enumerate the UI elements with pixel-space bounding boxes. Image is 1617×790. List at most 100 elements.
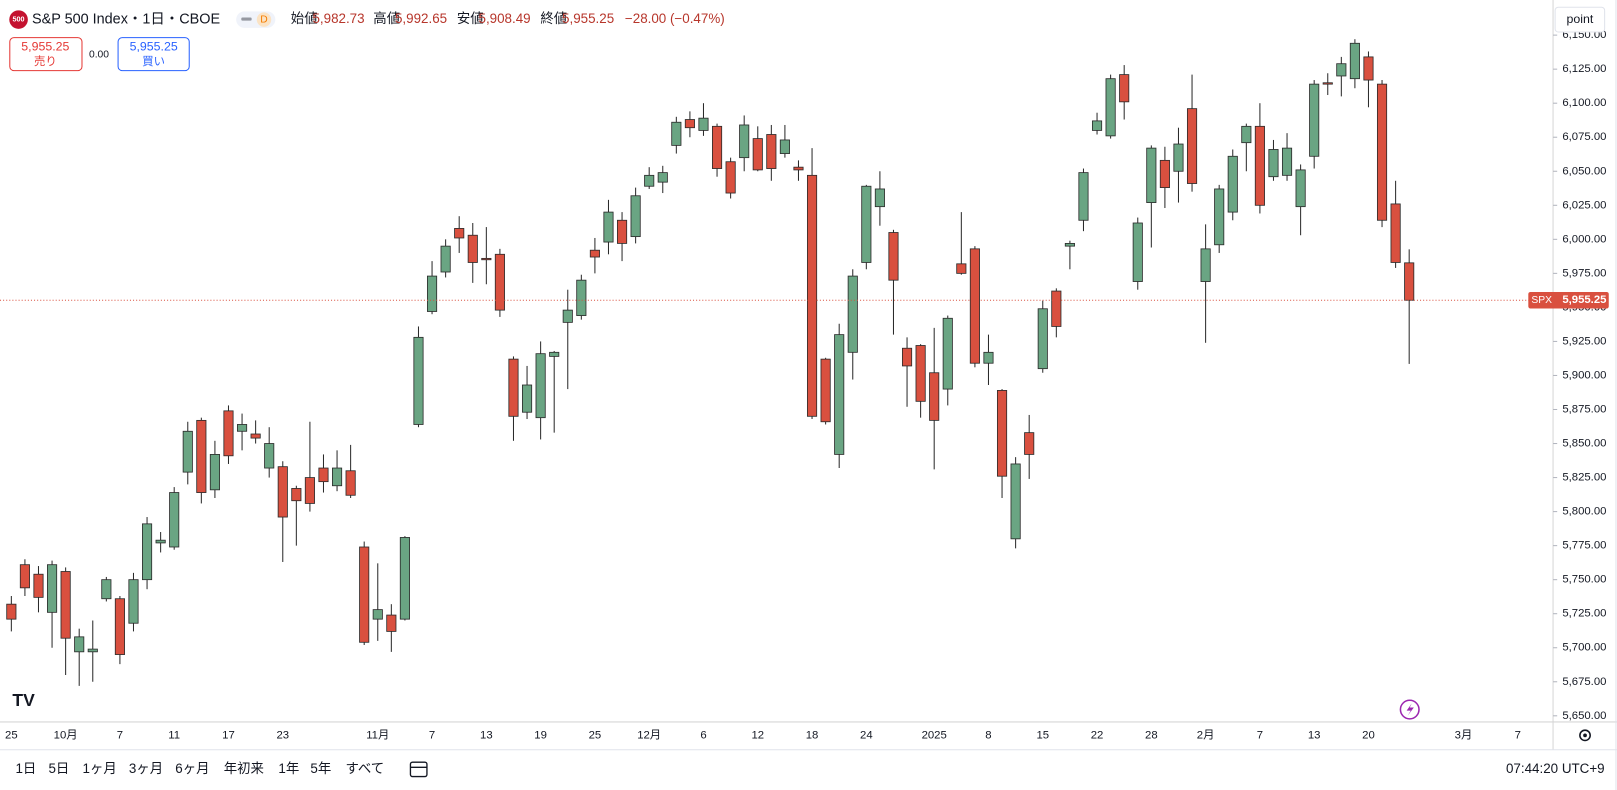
symbol-title: S&P 500 Index・1日・CBOE (32, 11, 220, 27)
candle-body (1227, 155, 1238, 213)
sell-price[interactable]: 5,955.25 (21, 40, 69, 54)
period-button[interactable]: 5年 (310, 761, 331, 776)
candle-body (847, 275, 858, 353)
period-button[interactable]: 1ヶ月 (83, 761, 117, 776)
candle-body (1376, 83, 1388, 221)
y-tick-label: 5,750.00 (1562, 574, 1606, 586)
candle-body (711, 125, 723, 169)
candle-body (1159, 159, 1170, 189)
y-tick-label: 5,650.00 (1562, 710, 1606, 722)
scale-mode[interactable]: point (1566, 12, 1593, 26)
candle-body (169, 492, 180, 548)
lightning-glyph (1406, 703, 1414, 716)
candle-body (752, 138, 763, 171)
x-tick-label: 11月 (366, 729, 389, 741)
candle-body (820, 358, 831, 423)
period-button[interactable]: すべて (345, 761, 384, 776)
clock: 07:44:20 UTC+9 (1506, 761, 1605, 776)
period-button[interactable]: 年初来 (224, 761, 264, 776)
candle-body (1051, 290, 1062, 327)
candle-body (1024, 432, 1035, 455)
sell-label[interactable]: 売り (34, 55, 57, 68)
scale-mode-button[interactable] (1554, 6, 1606, 33)
candle-body (630, 195, 641, 238)
candle-body (318, 467, 329, 483)
period-button[interactable]: 1日 (15, 761, 36, 776)
candle-body (888, 232, 899, 281)
candle-body (549, 351, 560, 357)
candle-body (725, 161, 736, 194)
x-tick-label: 28 (1145, 729, 1158, 741)
badge: D (260, 14, 267, 25)
ohlc-value: 5,992.65 (395, 11, 447, 26)
period-button[interactable]: 1年 (278, 761, 299, 776)
candle-body (1132, 222, 1143, 282)
y-tick-label: 6,125.00 (1562, 63, 1606, 75)
settings-icon[interactable] (1579, 729, 1591, 742)
y-tick-label: 6,100.00 (1562, 97, 1606, 109)
candle-body (806, 174, 818, 417)
candle-body (1404, 262, 1415, 301)
candle-body (155, 539, 166, 544)
spread: 0.00 (89, 49, 109, 60)
candle-body (19, 564, 30, 589)
ohlc-value: 5,908.49 (479, 11, 531, 26)
badge-dot (256, 12, 272, 27)
x-tick-label: 7 (1515, 729, 1521, 741)
buy-button[interactable] (117, 37, 190, 72)
lightning-icon[interactable] (1399, 699, 1420, 720)
x-tick-label: 13 (480, 729, 493, 741)
candle-body (372, 609, 383, 620)
candle-body (684, 119, 695, 129)
candle-body (481, 257, 492, 261)
candle-body (223, 410, 234, 457)
candle-body (1010, 463, 1021, 540)
candle-body (182, 430, 193, 473)
candle-body (345, 470, 356, 496)
sell-button[interactable] (9, 37, 83, 72)
ohlc-label: 高値 (373, 10, 400, 26)
candle-body (698, 117, 709, 131)
candle-body (6, 603, 17, 620)
candle-body (1064, 242, 1075, 247)
candle-body (1173, 143, 1184, 172)
candle-body (1254, 125, 1265, 206)
buy-price[interactable]: 5,955.25 (130, 40, 178, 54)
candle-body (861, 185, 872, 263)
y-tick-label: 5,825.00 (1562, 472, 1606, 484)
x-tick-label: 7 (117, 729, 123, 741)
candle-body (589, 249, 600, 258)
candle-body (33, 573, 44, 598)
candle-body (644, 174, 655, 187)
candle-body (508, 358, 519, 417)
candle-body (332, 467, 343, 487)
x-tick-label: 12 (751, 729, 764, 741)
buy-label[interactable]: 買い (142, 55, 165, 68)
candle-body (603, 211, 614, 243)
candle-body (969, 248, 980, 364)
candle-body (60, 571, 71, 639)
x-tick-label: 13 (1308, 729, 1321, 741)
candle-body (901, 347, 913, 367)
candle-body (142, 523, 153, 581)
candle-body (915, 345, 926, 402)
candle-body (87, 648, 98, 653)
calendar-icon[interactable] (409, 761, 428, 778)
x-tick-label: 7 (429, 729, 435, 741)
plot-area (0, 39, 1554, 686)
candle-body (291, 488, 302, 502)
y-tick-label: 5,900.00 (1562, 369, 1606, 381)
period-button[interactable]: 3ヶ月 (129, 761, 163, 776)
y-tick-label: 5,700.00 (1562, 642, 1606, 654)
candle-body (264, 443, 275, 469)
candle-body (874, 188, 885, 208)
x-tick-label: 12月 (637, 729, 661, 741)
period-button[interactable]: 5日 (48, 761, 69, 776)
x-tick-label: 6 (700, 729, 706, 741)
period-button[interactable]: 6ヶ月 (175, 761, 209, 776)
y-tick-label: 6,075.00 (1562, 131, 1606, 143)
candle-body (1146, 147, 1157, 203)
candle-body (101, 579, 112, 600)
ohlc-label: 始値 (291, 11, 318, 26)
